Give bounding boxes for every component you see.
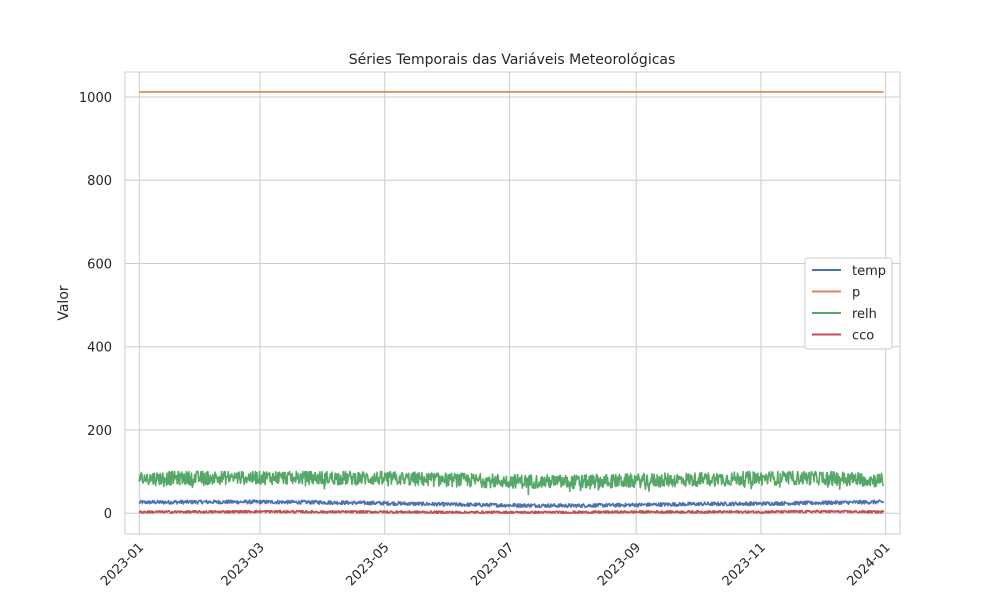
series-line-temp bbox=[138, 499, 885, 509]
x-tick-label: 2023-11 bbox=[720, 540, 769, 589]
y-tick-label: 0 bbox=[104, 507, 112, 522]
y-tick-label: 200 bbox=[87, 424, 112, 439]
y-tick-label: 400 bbox=[87, 341, 112, 356]
x-tick-label: 2023-03 bbox=[219, 540, 268, 589]
legend-label-cco: cco bbox=[852, 329, 874, 344]
x-tick-label: 2023-07 bbox=[468, 540, 517, 589]
x-tick-label: 2023-09 bbox=[595, 540, 644, 589]
legend: temp p relh cco bbox=[804, 257, 893, 350]
y-tick-label: 800 bbox=[87, 174, 112, 189]
plot-area bbox=[125, 72, 900, 534]
legend-label-relh: relh bbox=[852, 307, 877, 322]
y-axis-label: Valor bbox=[56, 285, 72, 321]
y-tick-label: 600 bbox=[87, 257, 112, 272]
series-line-cco bbox=[138, 509, 885, 514]
x-tick-label: 2023-01 bbox=[98, 540, 147, 589]
legend-label-temp: temp bbox=[852, 264, 886, 279]
x-tick-label: 2023-05 bbox=[344, 540, 393, 589]
chart-title: Séries Temporais das Variáveis Meteoroló… bbox=[349, 52, 676, 68]
legend-box bbox=[804, 257, 893, 350]
legend-label-p: p bbox=[852, 286, 860, 301]
y-tick-label: 1000 bbox=[79, 91, 112, 106]
x-tick-label: 2024-01 bbox=[844, 540, 893, 589]
series-line-relh bbox=[138, 470, 885, 496]
series-lines bbox=[138, 91, 885, 514]
plot-frame bbox=[124, 71, 901, 535]
